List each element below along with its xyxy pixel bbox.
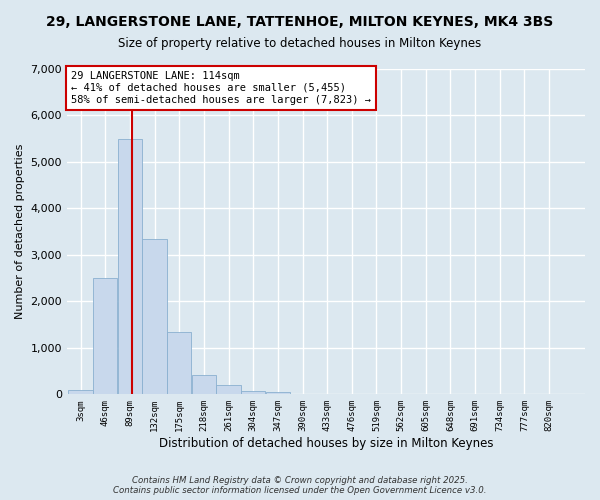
Bar <box>266 392 290 394</box>
Bar <box>217 385 241 394</box>
Bar <box>241 391 265 394</box>
Text: 29, LANGERSTONE LANE, TATTENHOE, MILTON KEYNES, MK4 3BS: 29, LANGERSTONE LANE, TATTENHOE, MILTON … <box>46 15 554 29</box>
Text: 29 LANGERSTONE LANE: 114sqm
← 41% of detached houses are smaller (5,455)
58% of : 29 LANGERSTONE LANE: 114sqm ← 41% of det… <box>71 72 371 104</box>
Text: Contains HM Land Registry data © Crown copyright and database right 2025.
Contai: Contains HM Land Registry data © Crown c… <box>113 476 487 495</box>
Y-axis label: Number of detached properties: Number of detached properties <box>15 144 25 320</box>
Bar <box>192 374 216 394</box>
Bar <box>142 238 167 394</box>
Bar <box>68 390 92 394</box>
Bar <box>93 278 117 394</box>
Bar <box>167 332 191 394</box>
X-axis label: Distribution of detached houses by size in Milton Keynes: Distribution of detached houses by size … <box>159 437 493 450</box>
Text: Size of property relative to detached houses in Milton Keynes: Size of property relative to detached ho… <box>118 38 482 51</box>
Bar <box>118 138 142 394</box>
